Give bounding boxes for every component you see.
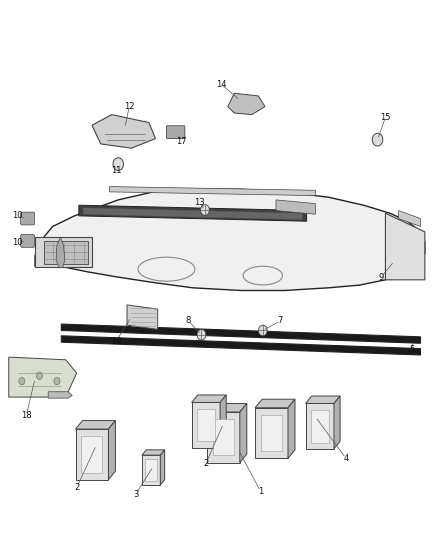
Text: 7: 7	[278, 317, 283, 325]
Polygon shape	[61, 336, 420, 355]
Text: 10: 10	[12, 212, 23, 220]
Polygon shape	[160, 450, 165, 485]
Text: 17: 17	[177, 137, 187, 146]
Text: 18: 18	[21, 411, 32, 420]
Polygon shape	[255, 408, 288, 458]
Polygon shape	[228, 93, 265, 115]
Polygon shape	[110, 187, 315, 196]
Polygon shape	[385, 213, 425, 280]
Polygon shape	[207, 412, 240, 463]
Text: 14: 14	[216, 80, 226, 88]
Polygon shape	[79, 205, 307, 221]
Text: 15: 15	[380, 113, 391, 122]
Polygon shape	[240, 403, 247, 463]
Polygon shape	[207, 403, 247, 412]
Text: 4: 4	[343, 454, 349, 463]
Circle shape	[258, 325, 267, 336]
Polygon shape	[81, 436, 102, 472]
Polygon shape	[75, 421, 116, 429]
Circle shape	[113, 158, 124, 171]
Polygon shape	[48, 392, 72, 398]
Polygon shape	[145, 459, 157, 481]
Circle shape	[197, 329, 206, 340]
Polygon shape	[220, 395, 226, 448]
Polygon shape	[288, 399, 295, 458]
Text: 1: 1	[258, 487, 263, 496]
Text: 2: 2	[203, 459, 208, 468]
Polygon shape	[192, 395, 226, 402]
Polygon shape	[35, 189, 425, 290]
Polygon shape	[311, 410, 329, 442]
Polygon shape	[127, 305, 158, 329]
Polygon shape	[9, 357, 77, 397]
Polygon shape	[255, 399, 295, 408]
Circle shape	[54, 377, 60, 385]
Text: 13: 13	[194, 198, 205, 207]
Polygon shape	[61, 324, 420, 343]
Polygon shape	[35, 237, 92, 266]
Polygon shape	[142, 450, 165, 455]
Polygon shape	[399, 211, 420, 227]
Circle shape	[372, 133, 383, 146]
Polygon shape	[261, 415, 282, 451]
Text: 2: 2	[74, 483, 79, 492]
Polygon shape	[75, 429, 109, 480]
Polygon shape	[334, 396, 340, 449]
FancyBboxPatch shape	[21, 212, 35, 225]
Text: 12: 12	[124, 102, 134, 111]
Polygon shape	[213, 419, 234, 455]
FancyBboxPatch shape	[21, 235, 35, 247]
Text: 3: 3	[133, 490, 138, 498]
Polygon shape	[92, 115, 155, 148]
FancyBboxPatch shape	[166, 126, 185, 139]
Polygon shape	[83, 208, 302, 220]
Circle shape	[36, 372, 42, 379]
Text: 8: 8	[186, 317, 191, 325]
Polygon shape	[276, 200, 315, 214]
Polygon shape	[305, 396, 340, 403]
Text: 11: 11	[111, 166, 121, 175]
Polygon shape	[142, 455, 160, 485]
Text: 19: 19	[111, 337, 121, 345]
Polygon shape	[192, 402, 220, 448]
Polygon shape	[109, 421, 116, 480]
Text: 9: 9	[378, 273, 384, 281]
Text: 5: 5	[409, 345, 414, 353]
Polygon shape	[44, 241, 88, 264]
Circle shape	[201, 205, 209, 215]
Polygon shape	[197, 409, 215, 441]
Text: 10: 10	[12, 238, 23, 247]
Circle shape	[19, 377, 25, 385]
Polygon shape	[305, 403, 334, 449]
Polygon shape	[56, 237, 65, 268]
